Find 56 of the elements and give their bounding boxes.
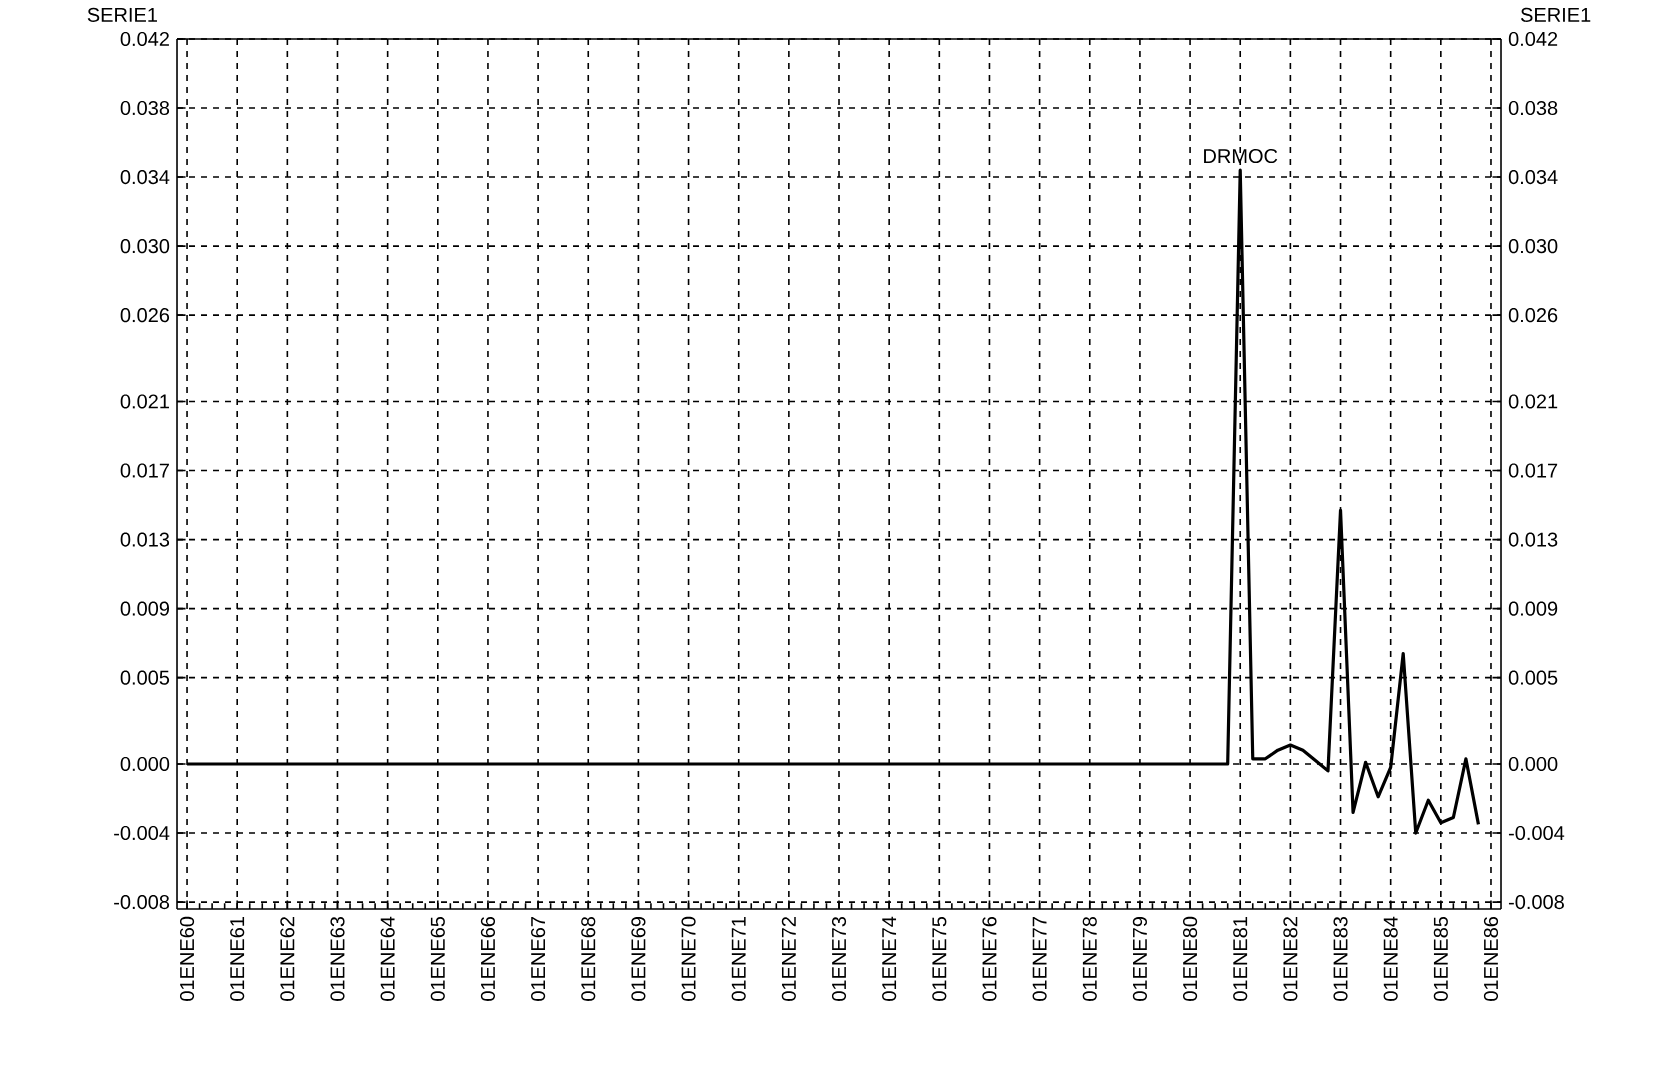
y2-tick-label: 0.030 [1508, 239, 1558, 254]
x-tick-label: 01ENE78 [1082, 916, 1097, 1001]
y-tick-label: 0.000 [120, 756, 170, 772]
x-tick-label: 01ENE64 [380, 916, 395, 1001]
x-tick-label: 01ENE80 [1183, 916, 1198, 1001]
y2-tick-label: 0.026 [1508, 308, 1558, 323]
y2-axis-title: SERIE1 [1520, 7, 1591, 22]
y2-tick-label: -0.004 [1508, 825, 1565, 841]
x-tick-label: 01ENE68 [581, 916, 596, 1001]
x-tick-label: 01ENE75 [932, 916, 947, 1001]
x-tick-label: 01ENE83 [1333, 916, 1348, 1001]
x-tick-label: 01ENE61 [230, 917, 245, 1001]
x-tick-label: 01ENE69 [631, 916, 646, 1001]
y-tick-label: 0.009 [120, 601, 170, 616]
x-tick-label: 01ENE67 [531, 917, 546, 1001]
y-tick-label: -0.008 [114, 895, 170, 910]
y2-tick-label: 0.042 [1508, 31, 1558, 47]
y2-tick-label: 0.021 [1508, 394, 1558, 409]
y-tick-label: 0.030 [120, 239, 170, 254]
y-tick-label: 0.042 [120, 31, 169, 47]
x-tick-label: 01ENE72 [781, 917, 796, 1001]
series-label: DRMOC [1204, 148, 1278, 164]
x-tick-label: 01ENE85 [1433, 916, 1448, 1001]
x-tick-label: 01ENE86 [1483, 916, 1499, 1001]
x-tick-label: 01ENE76 [982, 916, 997, 1001]
y-axis-title: SERIE1 [87, 7, 157, 22]
y-tick-label: 0.026 [120, 308, 170, 323]
y-tick-label: 0.038 [120, 100, 170, 116]
x-tick-label: 01ENE74 [882, 916, 897, 1001]
y2-tick-label: -0.008 [1508, 895, 1564, 910]
x-tick-label: 01ENE70 [681, 916, 696, 1001]
y2-tick-label: 0.009 [1508, 601, 1558, 616]
y2-tick-label: 0.017 [1508, 463, 1558, 478]
x-tick-label: 01ENE66 [480, 916, 496, 1001]
y-tick-label: 0.005 [120, 670, 170, 685]
x-tick-label: 01ENE63 [330, 916, 345, 1001]
y-tick-label: -0.004 [114, 825, 170, 841]
x-tick-label: 01ENE77 [1032, 917, 1047, 1001]
y2-tick-label: 0.000 [1508, 756, 1558, 772]
y2-tick-label: 0.038 [1508, 100, 1558, 116]
x-tick-label: 01ENE71 [731, 917, 746, 1001]
y-tick-label: 0.021 [120, 394, 169, 409]
x-tick-label: 01ENE62 [280, 917, 295, 1001]
x-tick-label: 01ENE81 [1233, 917, 1248, 1001]
y-tick-label: 0.013 [120, 532, 170, 547]
y2-tick-label: 0.005 [1508, 670, 1558, 685]
x-tick-label: 01ENE79 [1132, 916, 1147, 1001]
y2-tick-label: 0.013 [1508, 532, 1558, 547]
x-tick-label: 01ENE84 [1383, 916, 1398, 1001]
x-tick-label: 01ENE65 [430, 916, 445, 1001]
y2-tick-label: 0.034 [1508, 170, 1558, 185]
x-tick-label: 01ENE82 [1283, 917, 1298, 1001]
y-tick-label: 0.034 [120, 170, 170, 185]
x-tick-label: 01ENE73 [831, 916, 847, 1001]
y-tick-label: 0.017 [120, 463, 169, 478]
x-tick-label: 01ENE60 [179, 916, 195, 1001]
